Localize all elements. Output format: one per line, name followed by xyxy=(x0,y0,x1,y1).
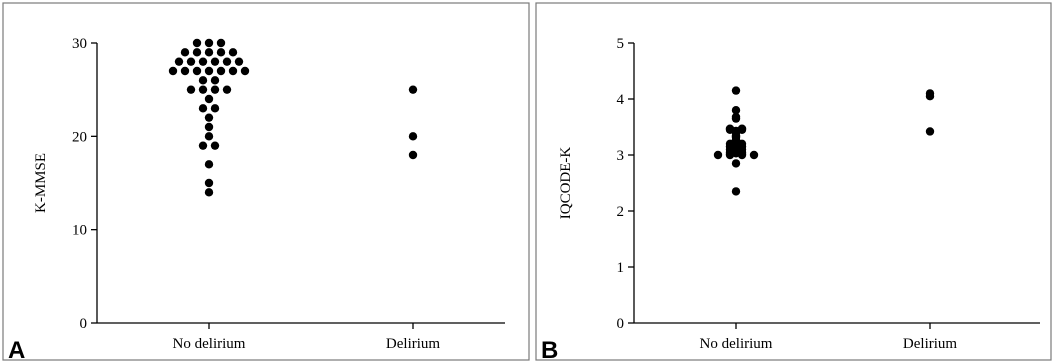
data-point xyxy=(192,66,202,76)
panel-b-letter: B xyxy=(541,337,558,363)
data-point xyxy=(198,85,208,94)
data-point xyxy=(192,48,202,57)
y-tick-label: 10 xyxy=(72,223,87,239)
data-point xyxy=(228,66,238,76)
y-tick-label: 3 xyxy=(617,148,625,164)
panel-a-chart: 0 10 20 30 No delirium Delirium K-MMSE A xyxy=(8,36,505,363)
data-point xyxy=(204,188,214,197)
data-point xyxy=(216,38,226,48)
data-point xyxy=(198,76,208,85)
data-point xyxy=(725,150,735,160)
data-point xyxy=(198,141,208,150)
data-point xyxy=(713,150,723,160)
data-point xyxy=(210,141,220,150)
data-point xyxy=(216,66,226,76)
x-category-label: No delirium xyxy=(173,336,246,352)
data-point xyxy=(222,85,232,94)
panel-a-frame xyxy=(2,2,530,361)
data-point xyxy=(731,86,741,95)
data-point xyxy=(204,113,214,122)
data-point xyxy=(198,57,208,66)
data-point xyxy=(408,150,418,160)
data-point xyxy=(174,57,184,66)
y-tick-label: 0 xyxy=(80,316,88,332)
data-point xyxy=(204,38,214,48)
panel-b-frame xyxy=(535,2,1052,361)
panel-b-chart: 0 1 2 3 4 5 No delirium Delirium IQCODE-K B xyxy=(541,36,1040,363)
data-point xyxy=(210,57,220,66)
data-point xyxy=(749,150,759,160)
y-tick-label: 30 xyxy=(72,36,87,52)
panel-b-y-axis-label: IQCODE-K xyxy=(558,147,574,220)
data-point xyxy=(408,85,418,94)
x-category-label: Delirium xyxy=(386,336,440,352)
data-point xyxy=(216,48,226,57)
data-point xyxy=(731,187,741,196)
data-point xyxy=(210,76,220,85)
data-point xyxy=(186,85,196,94)
data-point xyxy=(204,160,214,169)
data-point xyxy=(180,66,190,76)
y-tick-label: 20 xyxy=(72,129,87,145)
panel-a-letter: A xyxy=(8,337,25,363)
data-point xyxy=(168,66,178,76)
data-point xyxy=(204,48,214,57)
y-tick-label: 1 xyxy=(617,260,625,276)
data-point xyxy=(731,114,741,123)
x-category-label: Delirium xyxy=(903,336,957,352)
data-point xyxy=(180,48,190,57)
data-point xyxy=(204,132,214,141)
data-point xyxy=(204,178,214,188)
y-tick-label: 5 xyxy=(617,36,625,52)
data-point xyxy=(925,92,935,101)
data-point xyxy=(186,57,196,66)
data-point xyxy=(210,104,220,113)
data-point xyxy=(210,85,220,94)
data-point xyxy=(731,159,741,168)
data-point xyxy=(737,150,747,160)
x-category-label: No delirium xyxy=(700,336,773,352)
data-point xyxy=(234,57,244,66)
y-tick-label: 0 xyxy=(617,316,625,332)
data-point xyxy=(925,127,935,136)
data-point xyxy=(222,57,232,66)
y-tick-label: 4 xyxy=(617,92,625,108)
y-tick-label: 2 xyxy=(617,204,625,220)
data-point xyxy=(240,66,250,76)
data-point xyxy=(228,48,238,57)
data-point xyxy=(408,132,418,141)
panel-a-y-axis-label: K-MMSE xyxy=(33,153,49,213)
data-point xyxy=(198,104,208,113)
data-point xyxy=(204,66,214,76)
data-point xyxy=(204,122,214,132)
data-point xyxy=(192,38,202,48)
data-point xyxy=(204,94,214,104)
data-point xyxy=(731,106,741,115)
